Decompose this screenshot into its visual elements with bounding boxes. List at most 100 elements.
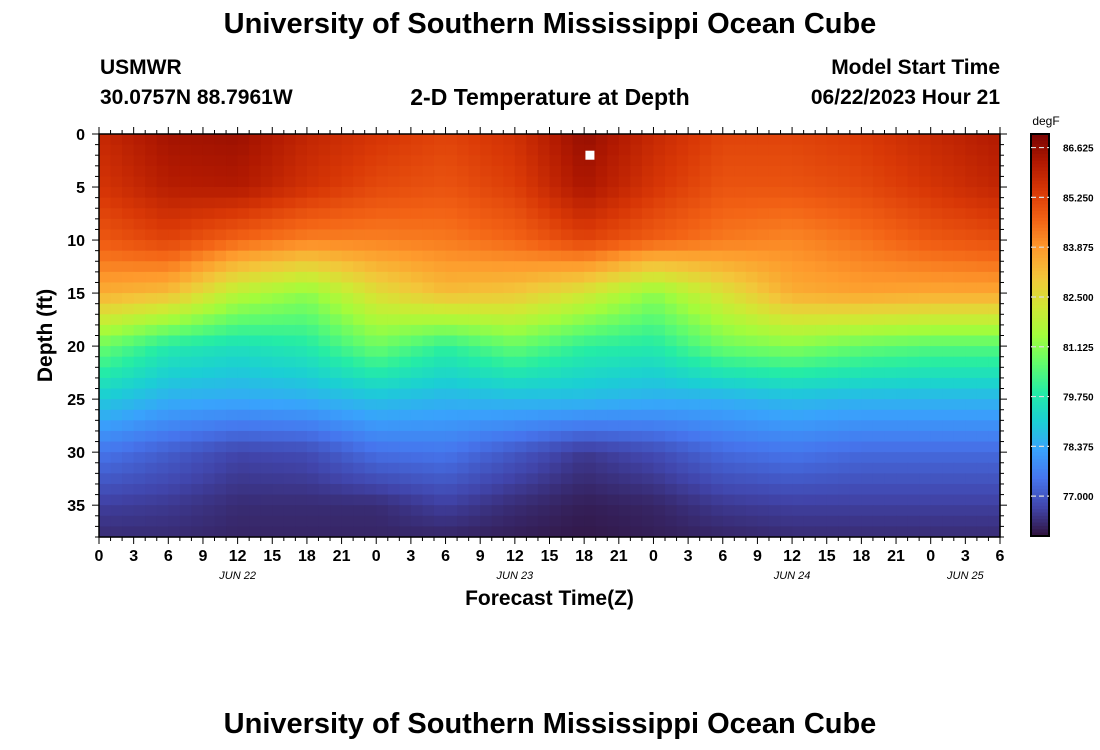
heatmap-cell: [179, 473, 193, 485]
heatmap-cell: [491, 515, 504, 527]
heatmap-cell: [549, 229, 562, 241]
heatmap-cell: [133, 250, 146, 262]
heatmap-cell: [618, 388, 631, 400]
heatmap-cell: [815, 293, 828, 305]
heatmap-cell: [572, 335, 585, 347]
heatmap-cell: [191, 335, 204, 347]
colorbar-segment: [1031, 231, 1049, 236]
heatmap-cell: [930, 367, 943, 379]
heatmap-cell: [526, 324, 539, 337]
heatmap-cell: [514, 483, 527, 496]
heatmap-cell: [919, 526, 932, 538]
heatmap-cell: [780, 526, 793, 538]
heatmap-cell: [653, 155, 666, 167]
heatmap-cell: [572, 261, 585, 273]
heatmap-cell: [503, 208, 516, 220]
heatmap-cell: [665, 155, 678, 167]
heatmap-cell: [722, 515, 735, 527]
heatmap-cell: [491, 367, 504, 379]
heatmap-cell: [260, 155, 273, 167]
heatmap-cell: [722, 144, 735, 156]
heatmap-cell: [953, 134, 966, 146]
heatmap-cell: [965, 324, 978, 337]
heatmap-cell: [503, 165, 516, 178]
heatmap-cell: [549, 314, 562, 326]
heatmap-cell: [757, 335, 770, 347]
heatmap-cell: [930, 420, 943, 432]
heatmap-cell: [676, 420, 689, 432]
heatmap-cell: [399, 377, 412, 390]
heatmap-cell: [572, 388, 585, 400]
heatmap-cell: [572, 197, 585, 209]
heatmap-cell: [237, 473, 250, 485]
heatmap-cell: [295, 261, 308, 273]
heatmap-cell: [572, 356, 585, 368]
heatmap-cell: [826, 505, 839, 517]
heatmap-cell: [676, 155, 689, 167]
heatmap-cell: [607, 409, 620, 421]
heatmap-cell: [907, 494, 920, 506]
heatmap-cell: [653, 409, 666, 421]
heatmap-cell: [526, 144, 539, 156]
heatmap-cell: [433, 473, 447, 485]
heatmap-cell: [861, 526, 874, 538]
heatmap-cell: [861, 176, 874, 188]
heatmap-cell: [815, 240, 828, 252]
heatmap-cell: [260, 144, 273, 156]
heatmap-cell: [468, 229, 481, 241]
heatmap-cell: [318, 324, 331, 337]
heatmap-cell: [214, 483, 227, 496]
heatmap-cell: [491, 335, 504, 347]
heatmap-cell: [202, 229, 216, 241]
heatmap-cell: [202, 324, 216, 337]
heatmap-cell: [537, 250, 551, 262]
colorbar-tick-label: 85.250: [1063, 193, 1094, 204]
heatmap-cell: [676, 293, 689, 305]
heatmap-cell: [468, 441, 481, 453]
heatmap-cell: [214, 271, 227, 284]
heatmap-cell: [318, 261, 331, 273]
heatmap-cell: [168, 515, 181, 527]
heatmap-cell: [711, 399, 724, 411]
heatmap-cell: [387, 155, 400, 167]
heatmap-cell: [295, 271, 308, 284]
heatmap-cell: [295, 324, 308, 337]
heatmap-cell: [433, 377, 447, 390]
heatmap-cell: [965, 505, 978, 517]
heatmap-cell: [364, 420, 377, 432]
heatmap-cell: [422, 293, 435, 305]
heatmap-cell: [699, 462, 712, 474]
heatmap-cell: [780, 399, 793, 411]
heatmap-cell: [295, 250, 308, 262]
heatmap-cell: [260, 208, 273, 220]
y-tick-label: 30: [67, 445, 85, 462]
heatmap-cell: [872, 218, 886, 231]
heatmap-cell: [179, 197, 193, 209]
heatmap-cell: [549, 430, 562, 443]
heatmap-cell: [202, 240, 216, 252]
heatmap-cell: [884, 483, 897, 496]
colorbar-segment: [1031, 244, 1049, 249]
heatmap-cell: [907, 399, 920, 411]
heatmap-cell: [306, 335, 320, 347]
heatmap-cell: [399, 367, 412, 379]
heatmap-cell: [803, 388, 816, 400]
heatmap-cell: [226, 483, 239, 496]
heatmap-cell: [214, 324, 227, 337]
heatmap-cell: [745, 388, 759, 400]
heatmap-cell: [976, 515, 990, 527]
heatmap-cell: [318, 282, 331, 294]
heatmap-cell: [537, 271, 551, 284]
heatmap-cell: [410, 229, 424, 241]
heatmap-cell: [133, 314, 146, 326]
heatmap-cell: [884, 441, 897, 453]
colorbar-segment: [1031, 328, 1049, 333]
heatmap-cell: [202, 515, 216, 527]
heatmap-cell: [919, 165, 932, 178]
heatmap-cell: [688, 250, 701, 262]
heatmap-cell: [387, 367, 400, 379]
heatmap-cell: [306, 324, 320, 337]
colorbar-segment: [1031, 164, 1049, 169]
heatmap-cell: [422, 261, 435, 273]
heatmap-cell: [641, 473, 655, 485]
